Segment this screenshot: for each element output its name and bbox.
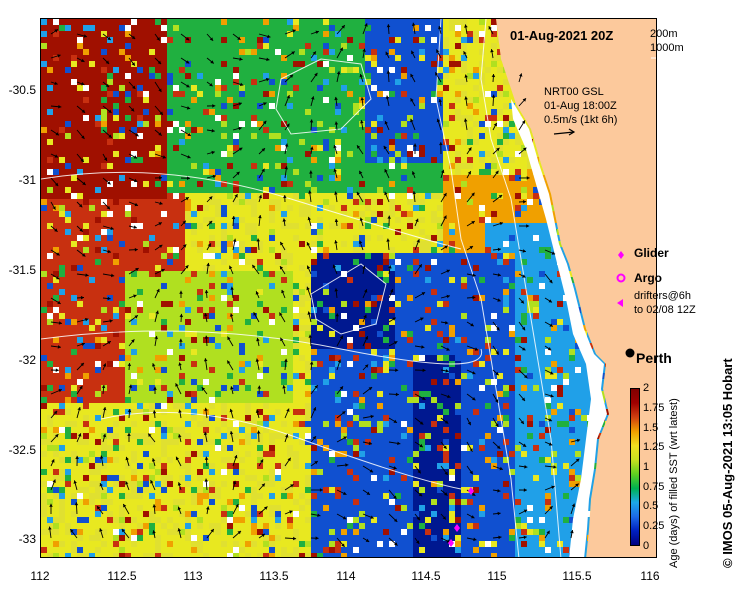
x-tick-label: 114 xyxy=(336,569,356,583)
y-tick-label: -32 xyxy=(18,353,36,367)
drifter-track xyxy=(448,487,474,547)
colorbar-tick-label: 0 xyxy=(643,540,650,552)
sst-map xyxy=(40,18,657,558)
y-tick-label: -30.5 xyxy=(8,83,36,97)
perth-label: Perth xyxy=(636,350,672,366)
x-tick-label: 112 xyxy=(30,569,50,583)
depth-label-1000m: 1000m xyxy=(650,42,684,54)
legend-glider-label: Glider xyxy=(634,246,669,260)
x-tick-label: 113 xyxy=(183,569,203,583)
x-tick-label: 116 xyxy=(640,569,660,583)
depth-label-200m: 200m xyxy=(650,28,678,40)
current-time-label: 01-Aug 18:00Z xyxy=(544,100,617,112)
colorbar-tick-label: 1 xyxy=(643,461,650,473)
legend-argo-label: Argo xyxy=(634,271,662,285)
colorbar-tick-label: 0.75 xyxy=(643,481,665,493)
y-tick-label: -31 xyxy=(18,173,36,187)
credit-label: © IMOS 05-Aug-2021 13:05 Hobart xyxy=(720,358,735,568)
legend-glider-icon xyxy=(618,251,624,259)
map-date: 01-Aug-2021 20Z xyxy=(510,28,614,43)
perth-marker xyxy=(625,348,635,358)
colorbar-tick-label: 0.5 xyxy=(643,500,659,512)
x-tick-label: 113.5 xyxy=(259,569,289,583)
colorbar-tick-label: 2 xyxy=(643,382,650,394)
y-tick-label: -33 xyxy=(18,532,36,546)
colorbar-tick-label: 0.25 xyxy=(643,520,665,532)
current-scale-arrow xyxy=(553,128,576,136)
sst-age-field xyxy=(41,19,609,557)
legend-drifter-icon xyxy=(617,299,623,307)
x-tick-label: 114.5 xyxy=(411,569,441,583)
colorbar-tick-label: 1.5 xyxy=(643,422,659,434)
current-scale-label: 0.5m/s (1kt 6h) xyxy=(544,114,618,126)
current-vectors xyxy=(48,22,581,548)
colorbar-tick-label: 1.75 xyxy=(643,402,665,414)
x-tick-label: 115 xyxy=(487,569,507,583)
colorbar xyxy=(630,388,640,546)
x-tick-label: 115.5 xyxy=(562,569,592,583)
legend-drifters-label-2: to 02/08 12Z xyxy=(634,304,696,316)
x-tick-label: 112.5 xyxy=(107,569,137,583)
sst-map-canvas xyxy=(41,19,656,557)
sst-pixel-layer xyxy=(41,19,609,557)
legend-drifters-label: drifters@6h xyxy=(634,290,692,302)
depth-contours xyxy=(41,19,562,557)
colorbar-tick-label: 1.25 xyxy=(643,441,665,453)
colorbar-title: Age (days) of filled SST (wrt latest) xyxy=(668,398,680,568)
y-tick-label: -31.5 xyxy=(8,263,36,277)
legend-argo-icon xyxy=(616,273,626,283)
y-tick-label: -32.5 xyxy=(8,443,36,457)
current-source-label: NRT00 GSL xyxy=(544,86,604,98)
